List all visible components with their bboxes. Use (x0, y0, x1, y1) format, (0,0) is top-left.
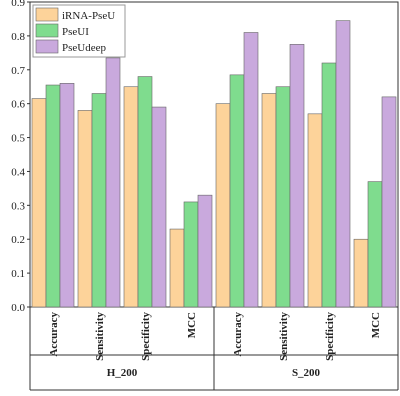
x-tick-label: Specificity (324, 312, 336, 361)
y-tick-label: 0.7 (11, 65, 25, 77)
y-tick-label: 0.6 (11, 99, 25, 111)
x-tick-label: MCC (370, 312, 382, 338)
bar (261, 93, 277, 308)
bar (353, 238, 369, 308)
x-tick-label: Sensitivity (278, 312, 290, 361)
bar (45, 84, 61, 308)
y-tick-label: 0.1 (11, 268, 25, 280)
bar (215, 103, 231, 308)
bar (59, 83, 75, 308)
legend-label: PseUdeep (62, 42, 106, 54)
bar (31, 98, 47, 308)
bar (289, 44, 305, 308)
x-tick-label: MCC (186, 312, 198, 338)
bar (335, 20, 351, 308)
bar (381, 96, 397, 308)
bar (367, 181, 383, 308)
legend-label: iRNA-PseU (62, 10, 115, 22)
y-tick-label: 0.2 (11, 234, 25, 246)
group-label: H_200 (107, 367, 138, 379)
y-tick-label: 0.9 (11, 0, 25, 9)
bar (151, 106, 167, 308)
bar (275, 86, 291, 308)
x-tick-label: Specificity (140, 312, 152, 361)
bar (105, 57, 121, 308)
group-label: S_200 (292, 367, 321, 379)
bar (77, 110, 93, 308)
bar (183, 201, 199, 308)
legend-swatch (35, 23, 59, 38)
bar (229, 74, 245, 308)
bar (137, 76, 153, 308)
bar (321, 62, 337, 308)
y-tick-label: 0.8 (11, 31, 25, 43)
bar (91, 93, 107, 308)
legend-swatch (35, 39, 59, 54)
x-tick-label: Accuracy (48, 312, 60, 357)
y-tick-label: 0.4 (11, 166, 25, 178)
bar (307, 113, 323, 308)
y-tick-label: 0.0 (11, 302, 25, 314)
legend-label: PseUI (62, 26, 89, 38)
y-tick-label: 0.5 (11, 133, 25, 145)
bar (123, 86, 139, 308)
bar (243, 32, 259, 308)
y-tick-label: 0.3 (11, 200, 25, 212)
bar (197, 194, 213, 308)
legend-swatch (35, 7, 59, 22)
bar (169, 228, 185, 308)
x-tick-label: Accuracy (232, 312, 244, 357)
x-tick-label: Sensitivity (94, 312, 106, 361)
